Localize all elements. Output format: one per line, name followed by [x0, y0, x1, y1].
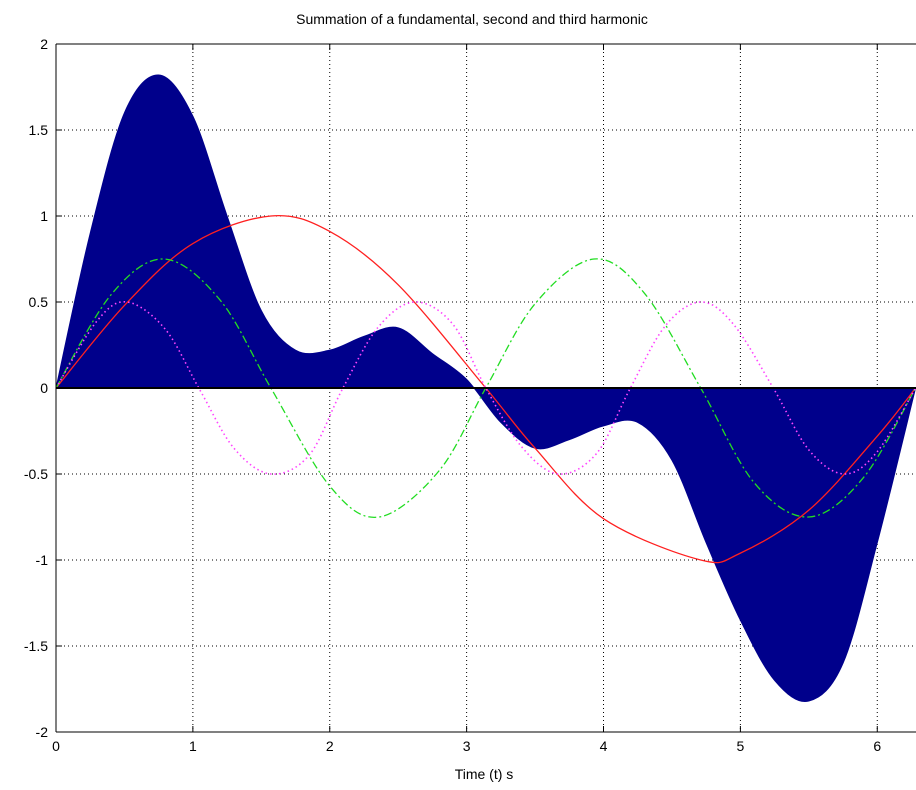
chart-title: Summation of a fundamental, second and t… [296, 11, 648, 27]
y-tick-label: 0.5 [29, 294, 49, 310]
series-1-line [55, 214, 916, 564]
y-tick-label: -1.5 [24, 638, 48, 654]
y-tick-label: -1 [36, 552, 49, 568]
y-tick-label: 1.5 [29, 122, 49, 138]
y-tick-label: 1 [40, 208, 48, 224]
y-tick-label: 2 [40, 36, 48, 52]
x-tick-label: 0 [52, 738, 60, 754]
x-tick-label: 3 [463, 738, 471, 754]
axes [55, 43, 916, 733]
x-axis-label: Time (t) s [455, 766, 514, 782]
x-tick-label: 4 [600, 738, 608, 754]
x-tick-label: 2 [326, 738, 334, 754]
y-tick-label: 0 [40, 380, 48, 396]
x-tick-label: 1 [189, 738, 197, 754]
y-tick-label: -2 [36, 724, 49, 740]
x-tick-label: 6 [873, 738, 881, 754]
tick-labels: 0 1 2 3 4 5 6 2 1.5 1 0.5 0 -0.5 -1 -1.5 -2 [24, 36, 881, 754]
y-tick-label: -0.5 [24, 466, 48, 482]
x-tick-label: 5 [736, 738, 744, 754]
